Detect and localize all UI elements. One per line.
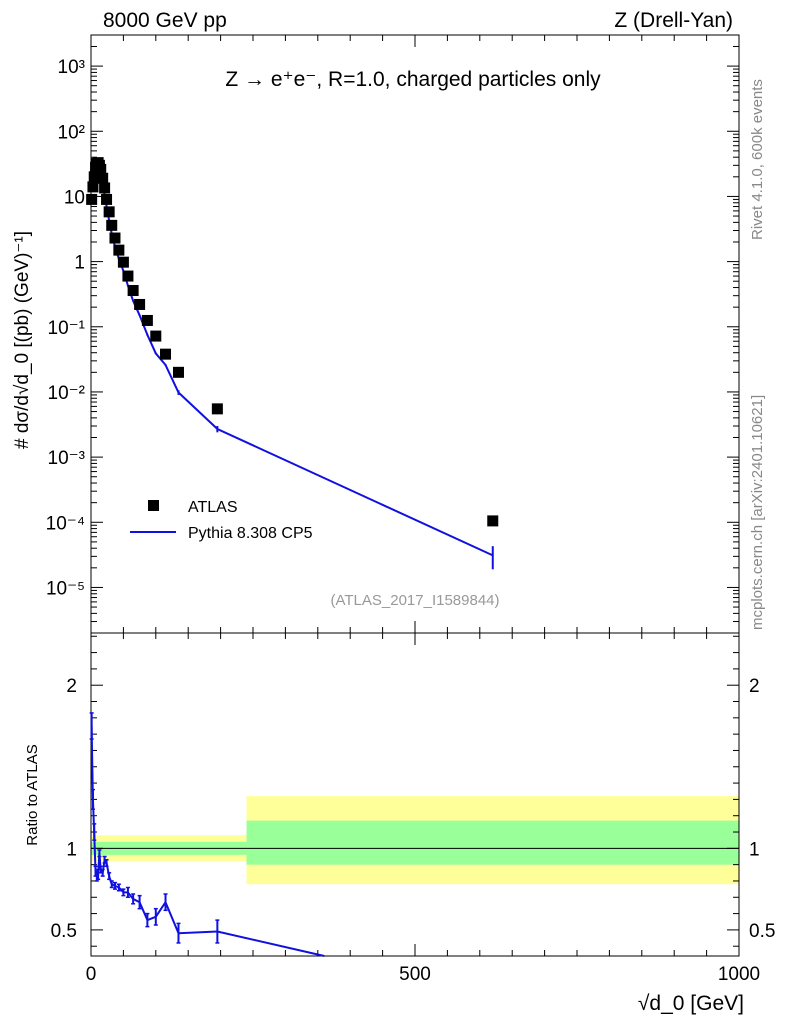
data-point: [87, 181, 99, 193]
legend: ATLAS Pythia 8.308 CP5: [130, 499, 313, 542]
data-point: [88, 171, 100, 183]
data-point: [103, 206, 115, 218]
source-label: mcplots.cern.ch [arXiv:2401.10621]: [749, 395, 766, 630]
y-tick-label: 10²: [58, 122, 85, 143]
ratio-y-tick-label-right: 1: [749, 839, 760, 860]
ratio-y-tick-label: 0.5: [51, 921, 77, 942]
legend-data-label: ATLAS: [188, 499, 238, 516]
y-tick-label: 10⁻²: [48, 383, 86, 404]
data-point: [109, 232, 121, 244]
data-point: [106, 219, 118, 231]
uncertainty-band-inner: [246, 820, 739, 865]
data-point: [127, 285, 139, 297]
plot-title: Z → e⁺e⁻, R=1.0, charged particles only: [225, 68, 601, 91]
y-tick-label: 10⁻³: [48, 448, 86, 469]
ratio-y-tick-label: 2: [66, 676, 77, 697]
data-point: [172, 366, 184, 378]
data-point: [113, 244, 125, 256]
data-point: [86, 193, 98, 205]
data-point: [101, 193, 113, 205]
analysis-tag: (ATLAS_2017_I1589844): [330, 592, 499, 609]
data-point: [160, 348, 172, 360]
y-tick-label: 1: [74, 253, 85, 274]
x-tick-label: 0: [86, 964, 97, 985]
legend-data-marker: [148, 500, 159, 511]
y-axis-label: # dσ/d√d_0 [(pb) (GeV)⁻¹]: [12, 231, 33, 449]
y-tick-label: 10: [64, 187, 85, 208]
ratio-plot: 0.5 0.5 1 1 2 2 0 500 1000 Ratio to ATLAS √d_0 […: [24, 632, 775, 1015]
ratio-plot-frame: [90, 632, 740, 957]
y-tick-label: 10⁻⁵: [46, 578, 85, 599]
main-plot: 10⁻⁵ 10⁻⁴ 10⁻³ 10⁻² 10⁻¹ 1 10 10² 10³ Z → e⁺e⁻, …: [12, 34, 740, 634]
ratio-y-tick-label: 1: [66, 839, 77, 860]
y-tick-label: 10⁻¹: [48, 318, 86, 339]
ratio-y-tick-label-right: 0.5: [749, 921, 775, 942]
main-plot-frame: [90, 34, 740, 634]
data-point: [150, 330, 162, 342]
data-point: [95, 163, 107, 175]
x-tick-label: 1000: [718, 964, 760, 985]
y-tick-label: 10⁻⁴: [46, 513, 85, 534]
y-tick-label: 10³: [58, 57, 85, 78]
rivet-label: Rivet 4.1.0, 600k events: [749, 79, 766, 240]
data-point: [117, 256, 129, 268]
ratio-y-label: Ratio to ATLAS: [24, 744, 41, 845]
data-point: [97, 172, 109, 184]
x-axis-label: √d_0 [GeV]: [638, 992, 744, 1015]
data-point: [487, 515, 499, 527]
data-point: [122, 270, 134, 282]
data-point: [211, 403, 223, 415]
energy-label: 8000 GeV pp: [103, 9, 227, 32]
legend-mc-label: Pythia 8.308 CP5: [188, 525, 313, 542]
mc-series-line: [90, 168, 494, 557]
data-point: [134, 298, 146, 310]
x-tick-label: 500: [399, 964, 431, 985]
process-label: Z (Drell-Yan): [614, 9, 733, 32]
data-point: [99, 182, 111, 194]
data-point: [141, 314, 153, 326]
ratio-y-tick-label-right: 2: [749, 676, 760, 697]
